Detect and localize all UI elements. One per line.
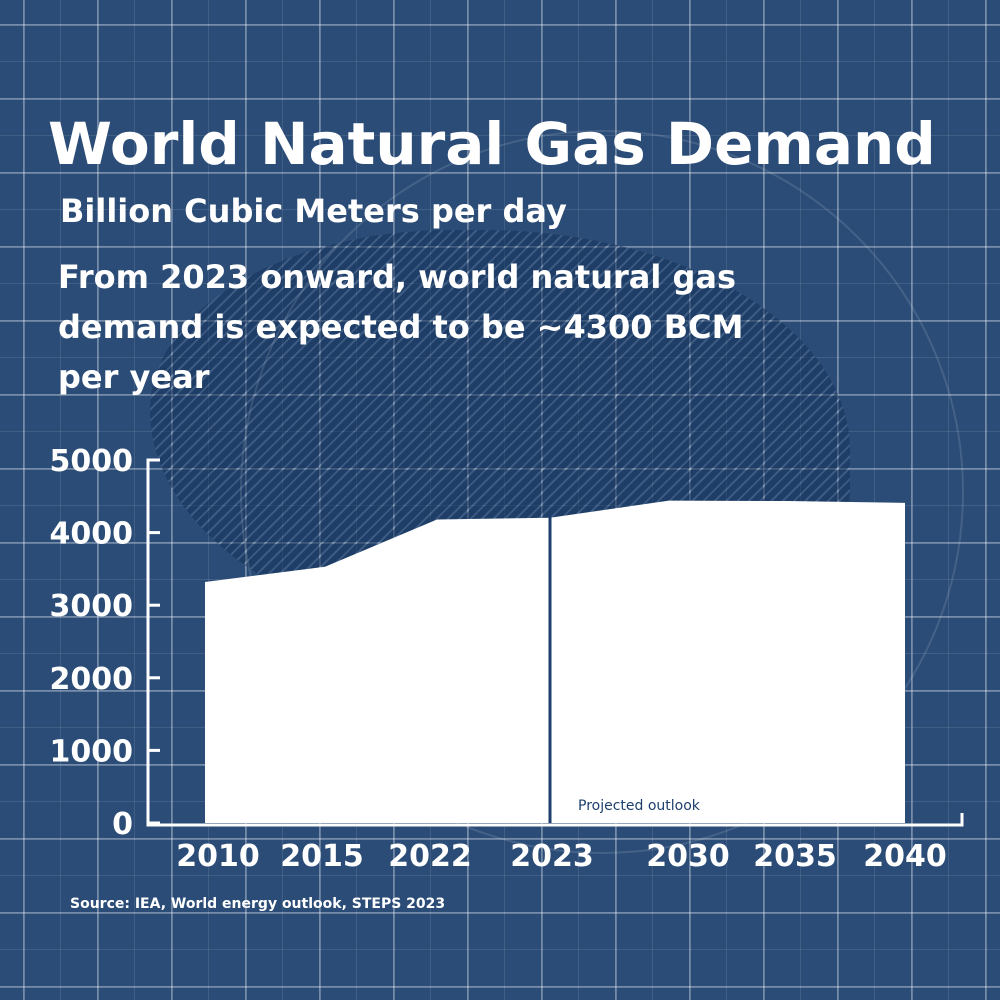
chart-subtitle: Billion Cubic Meters per day xyxy=(60,192,567,230)
x-tick-label: 2022 xyxy=(388,839,472,874)
chart-note: From 2023 onward, world natural gas dema… xyxy=(58,258,744,396)
y-tick-label: 3000 xyxy=(50,589,134,624)
x-tick-label: 2023 xyxy=(510,839,594,874)
y-tick-label: 0 xyxy=(112,807,133,842)
chart-title: World Natural Gas Demand xyxy=(48,110,936,178)
y-tick-label: 2000 xyxy=(50,662,134,697)
source-note: Source: IEA, World energy outlook, STEPS… xyxy=(70,896,446,912)
y-tick-label: 4000 xyxy=(50,517,134,552)
projected-outlook-label: Projected outlook xyxy=(578,798,701,814)
y-tick-label: 1000 xyxy=(50,734,134,769)
x-tick-label: 2035 xyxy=(753,839,837,874)
x-tick-label: 2040 xyxy=(863,839,947,874)
y-tick-label: 5000 xyxy=(50,444,134,479)
x-tick-label: 2010 xyxy=(176,839,260,874)
area-series xyxy=(205,500,905,823)
x-tick-label: 2030 xyxy=(646,839,730,874)
globe-outline xyxy=(240,130,964,854)
x-tick-label: 2015 xyxy=(280,839,364,874)
